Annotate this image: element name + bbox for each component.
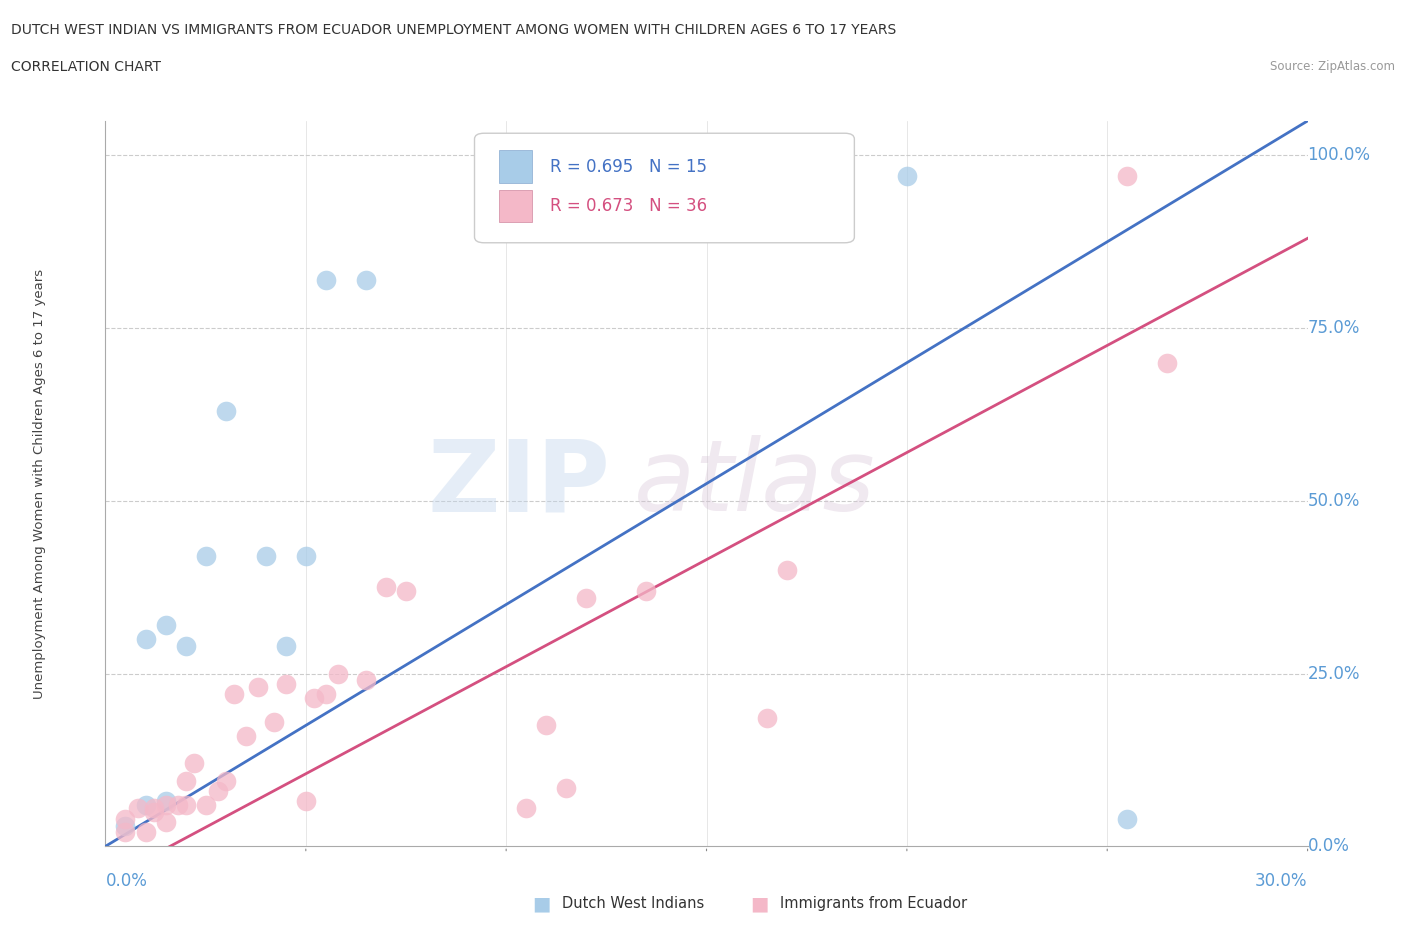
Point: [174, 639, 197, 654]
Point: [395, 583, 418, 598]
Point: [354, 272, 377, 287]
Point: [534, 718, 557, 733]
FancyBboxPatch shape: [499, 150, 533, 182]
Point: [776, 563, 799, 578]
Point: [114, 825, 136, 840]
Point: [114, 811, 136, 826]
Point: [183, 756, 205, 771]
Text: ■: ■: [749, 895, 769, 913]
Point: [274, 676, 297, 691]
Point: [155, 797, 177, 812]
Point: [555, 780, 578, 795]
Text: Immigrants from Ecuador: Immigrants from Ecuador: [780, 897, 967, 911]
Point: [636, 583, 658, 598]
Text: R = 0.673   N = 36: R = 0.673 N = 36: [550, 197, 707, 216]
Point: [127, 801, 149, 816]
Point: [354, 673, 377, 688]
Text: Unemployment Among Women with Children Ages 6 to 17 years: Unemployment Among Women with Children A…: [32, 269, 46, 698]
Point: [755, 711, 778, 726]
Point: [135, 797, 157, 812]
Point: [174, 773, 197, 788]
Point: [295, 794, 318, 809]
Point: [1156, 355, 1178, 370]
Point: [166, 797, 188, 812]
Point: [274, 639, 297, 654]
Text: Dutch West Indians: Dutch West Indians: [562, 897, 704, 911]
Point: [114, 818, 136, 833]
Point: [515, 801, 537, 816]
Point: [235, 728, 257, 743]
FancyBboxPatch shape: [474, 133, 855, 243]
Text: 25.0%: 25.0%: [1308, 665, 1360, 683]
Point: [135, 825, 157, 840]
Point: [142, 804, 165, 819]
Point: [155, 618, 177, 632]
Text: 0.0%: 0.0%: [1308, 837, 1350, 856]
Point: [302, 690, 325, 705]
Point: [575, 591, 598, 605]
Point: [263, 714, 285, 729]
Text: ZIP: ZIP: [427, 435, 610, 532]
Point: [1116, 168, 1139, 183]
Point: [174, 797, 197, 812]
Text: 100.0%: 100.0%: [1308, 146, 1371, 165]
Point: [135, 631, 157, 646]
Point: [155, 794, 177, 809]
Text: 75.0%: 75.0%: [1308, 319, 1360, 338]
Point: [246, 680, 269, 695]
Point: [214, 404, 236, 418]
Point: [315, 687, 337, 702]
FancyBboxPatch shape: [499, 190, 533, 222]
Point: [326, 666, 349, 681]
Point: [254, 549, 277, 564]
Point: [896, 168, 918, 183]
Point: [194, 797, 217, 812]
Point: [295, 549, 318, 564]
Point: [374, 579, 398, 594]
Point: [1116, 811, 1139, 826]
Text: DUTCH WEST INDIAN VS IMMIGRANTS FROM ECUADOR UNEMPLOYMENT AMONG WOMEN WITH CHILD: DUTCH WEST INDIAN VS IMMIGRANTS FROM ECU…: [11, 23, 897, 37]
Point: [214, 773, 236, 788]
Point: [207, 784, 229, 799]
Text: Source: ZipAtlas.com: Source: ZipAtlas.com: [1270, 60, 1395, 73]
Text: 50.0%: 50.0%: [1308, 492, 1360, 510]
Point: [194, 549, 217, 564]
Point: [222, 687, 245, 702]
Text: CORRELATION CHART: CORRELATION CHART: [11, 60, 162, 74]
Point: [155, 815, 177, 830]
Text: ■: ■: [531, 895, 551, 913]
Point: [142, 801, 165, 816]
Text: R = 0.695   N = 15: R = 0.695 N = 15: [550, 157, 707, 176]
Text: atlas: atlas: [634, 435, 876, 532]
Text: 0.0%: 0.0%: [105, 871, 148, 890]
Text: 30.0%: 30.0%: [1256, 871, 1308, 890]
Point: [315, 272, 337, 287]
